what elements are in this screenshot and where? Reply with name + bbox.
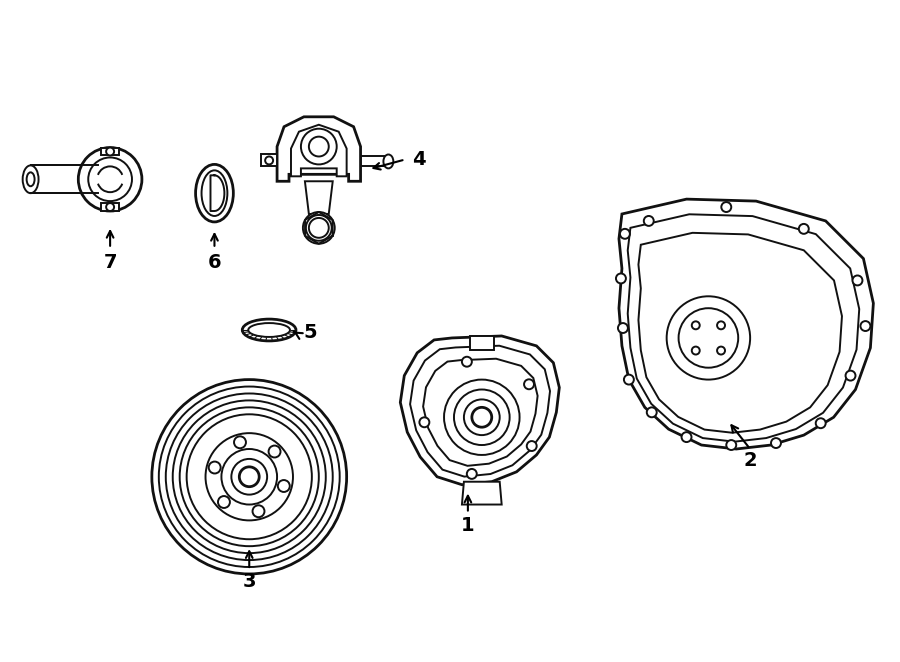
Polygon shape [462,482,501,504]
Circle shape [467,469,477,479]
Circle shape [620,229,630,239]
Circle shape [303,212,335,244]
Polygon shape [410,346,550,477]
Circle shape [462,357,472,367]
Text: 2: 2 [743,451,757,471]
Polygon shape [101,148,119,156]
Ellipse shape [383,154,393,168]
Circle shape [231,459,267,495]
Circle shape [218,496,230,508]
Polygon shape [291,124,346,176]
Circle shape [166,393,333,560]
Polygon shape [305,181,333,214]
Polygon shape [261,154,277,166]
Circle shape [726,440,736,450]
Circle shape [186,414,312,540]
Circle shape [419,417,429,427]
Polygon shape [277,117,361,181]
Circle shape [717,347,725,355]
Ellipse shape [22,166,39,193]
Circle shape [616,273,625,283]
Circle shape [309,136,328,156]
Circle shape [88,158,132,201]
Ellipse shape [202,170,228,216]
Circle shape [799,224,809,234]
Circle shape [205,433,293,520]
Ellipse shape [27,172,34,186]
Ellipse shape [242,319,296,341]
Circle shape [106,148,114,156]
Circle shape [78,148,142,211]
Circle shape [771,438,781,448]
Ellipse shape [248,323,290,337]
Circle shape [266,156,273,164]
Circle shape [721,202,732,212]
Circle shape [524,379,534,389]
Circle shape [152,379,346,574]
Polygon shape [619,199,873,449]
Circle shape [618,323,628,333]
Circle shape [306,215,332,241]
Circle shape [209,461,220,473]
Circle shape [644,216,653,226]
Text: 6: 6 [208,253,221,272]
Circle shape [717,321,725,329]
Polygon shape [361,156,389,166]
Circle shape [234,436,246,448]
Circle shape [692,347,699,355]
Polygon shape [101,203,119,211]
Polygon shape [31,166,98,193]
Circle shape [526,441,536,451]
Polygon shape [400,336,559,485]
Circle shape [624,375,634,385]
Circle shape [158,387,339,567]
Text: 3: 3 [242,573,256,591]
Text: 1: 1 [461,516,474,535]
Circle shape [221,449,277,504]
Circle shape [278,480,290,492]
Text: 5: 5 [303,324,317,342]
Polygon shape [470,336,494,350]
Circle shape [472,407,491,427]
Circle shape [301,128,337,164]
Text: 7: 7 [104,253,117,272]
Polygon shape [638,233,842,433]
Circle shape [815,418,825,428]
Circle shape [106,203,114,211]
Polygon shape [627,214,860,442]
Circle shape [253,505,265,517]
Circle shape [679,308,738,367]
Circle shape [667,297,750,379]
Circle shape [268,446,281,457]
Ellipse shape [195,164,233,222]
Circle shape [647,407,657,417]
Circle shape [454,389,509,445]
Circle shape [860,321,870,331]
Circle shape [444,379,519,455]
Circle shape [681,432,691,442]
Circle shape [180,407,319,546]
Text: 4: 4 [412,150,426,169]
Circle shape [464,399,500,435]
Circle shape [692,321,699,329]
Circle shape [309,218,328,238]
Circle shape [173,401,326,553]
Circle shape [239,467,259,487]
Polygon shape [423,359,537,466]
Circle shape [845,371,856,381]
Circle shape [852,275,862,285]
